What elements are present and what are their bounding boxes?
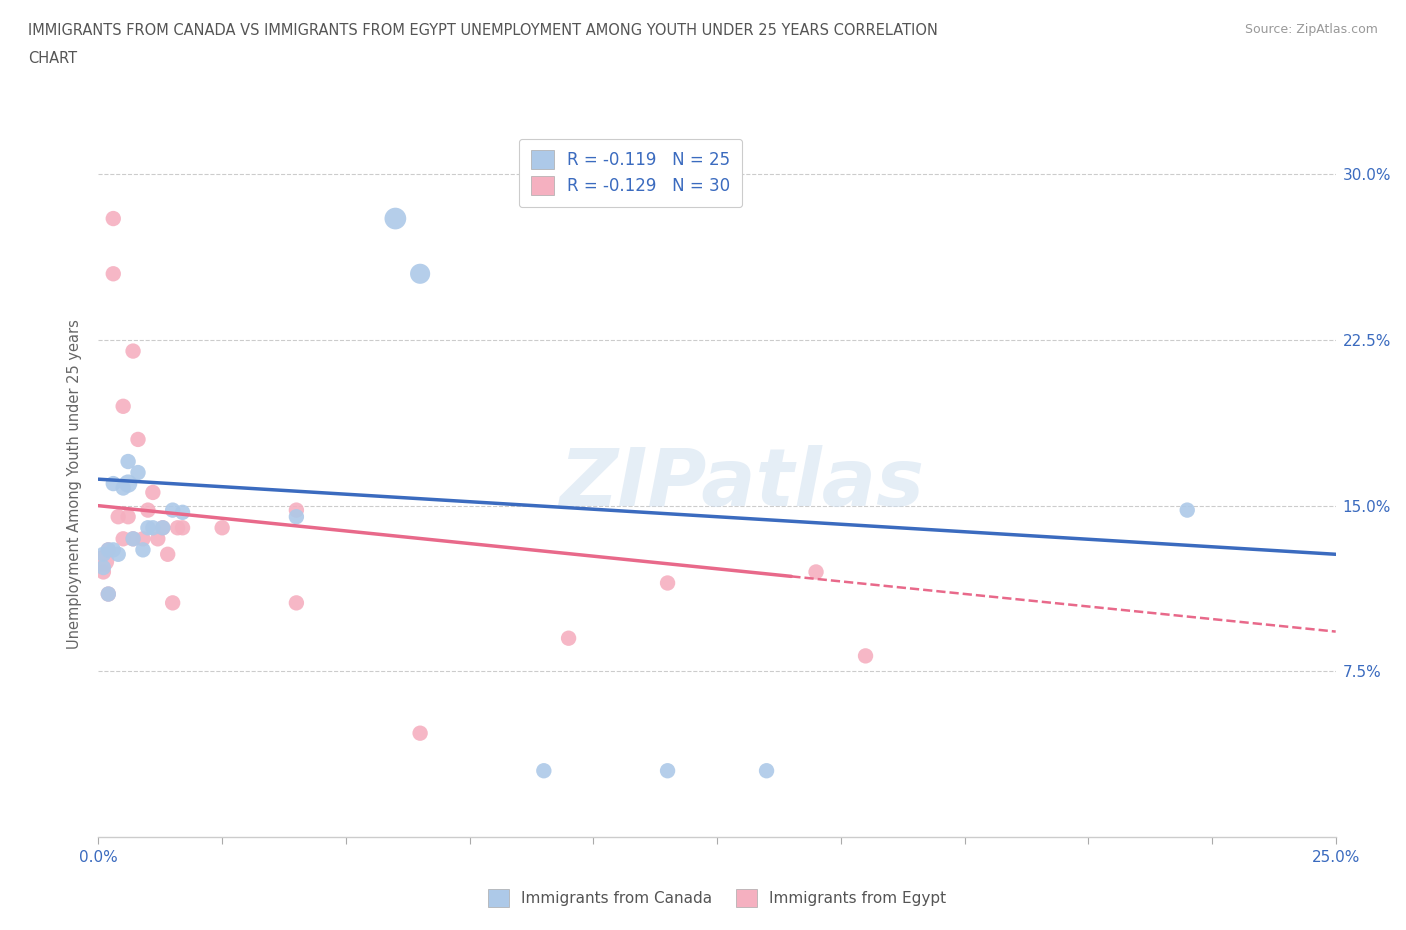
Point xyxy=(103,476,125,491)
Point xyxy=(162,595,184,610)
Point xyxy=(162,503,184,518)
Point xyxy=(285,503,308,518)
Point xyxy=(409,725,432,740)
Point xyxy=(97,542,120,557)
Point xyxy=(804,565,827,579)
Point xyxy=(384,211,406,226)
Y-axis label: Unemployment Among Youth under 25 years: Unemployment Among Youth under 25 years xyxy=(67,319,83,648)
Point xyxy=(132,542,155,557)
Point xyxy=(112,481,135,496)
Point xyxy=(107,510,129,525)
Point xyxy=(117,510,139,525)
Text: CHART: CHART xyxy=(28,51,77,66)
Text: ZIPatlas: ZIPatlas xyxy=(560,445,924,523)
Point xyxy=(103,211,125,226)
Point xyxy=(533,764,555,778)
Point xyxy=(107,547,129,562)
Point xyxy=(112,531,135,546)
Point xyxy=(285,510,308,525)
Legend: R = -0.119   N = 25, R = -0.129   N = 30: R = -0.119 N = 25, R = -0.129 N = 30 xyxy=(519,139,742,207)
Point xyxy=(103,266,125,281)
Point xyxy=(657,576,679,591)
Point xyxy=(152,521,174,536)
Point xyxy=(136,503,159,518)
Point xyxy=(211,521,233,536)
Point xyxy=(755,764,778,778)
Point xyxy=(409,266,432,281)
Point xyxy=(122,531,145,546)
Text: Source: ZipAtlas.com: Source: ZipAtlas.com xyxy=(1244,23,1378,36)
Point xyxy=(142,485,165,500)
Point xyxy=(127,465,149,480)
Point xyxy=(172,521,194,536)
Text: IMMIGRANTS FROM CANADA VS IMMIGRANTS FROM EGYPT UNEMPLOYMENT AMONG YOUTH UNDER 2: IMMIGRANTS FROM CANADA VS IMMIGRANTS FRO… xyxy=(28,23,938,38)
Point xyxy=(142,521,165,536)
Point xyxy=(97,587,120,602)
Point xyxy=(172,505,194,520)
Point xyxy=(93,560,115,575)
Point xyxy=(136,521,159,536)
Point xyxy=(93,565,115,579)
Point xyxy=(657,764,679,778)
Point xyxy=(97,542,120,557)
Point xyxy=(156,547,179,562)
Point xyxy=(93,547,115,562)
Point xyxy=(855,648,877,663)
Point xyxy=(166,521,188,536)
Point xyxy=(557,631,579,645)
Point xyxy=(146,531,169,546)
Point xyxy=(132,531,155,546)
Point xyxy=(127,432,149,447)
Point xyxy=(1175,503,1198,518)
Point xyxy=(117,476,139,491)
Point xyxy=(285,595,308,610)
Point xyxy=(122,531,145,546)
Point xyxy=(122,344,145,359)
Legend: Immigrants from Canada, Immigrants from Egypt: Immigrants from Canada, Immigrants from … xyxy=(482,884,952,913)
Point xyxy=(93,553,115,568)
Point xyxy=(112,399,135,414)
Point xyxy=(103,542,125,557)
Point xyxy=(152,521,174,536)
Point xyxy=(117,454,139,469)
Point xyxy=(97,587,120,602)
